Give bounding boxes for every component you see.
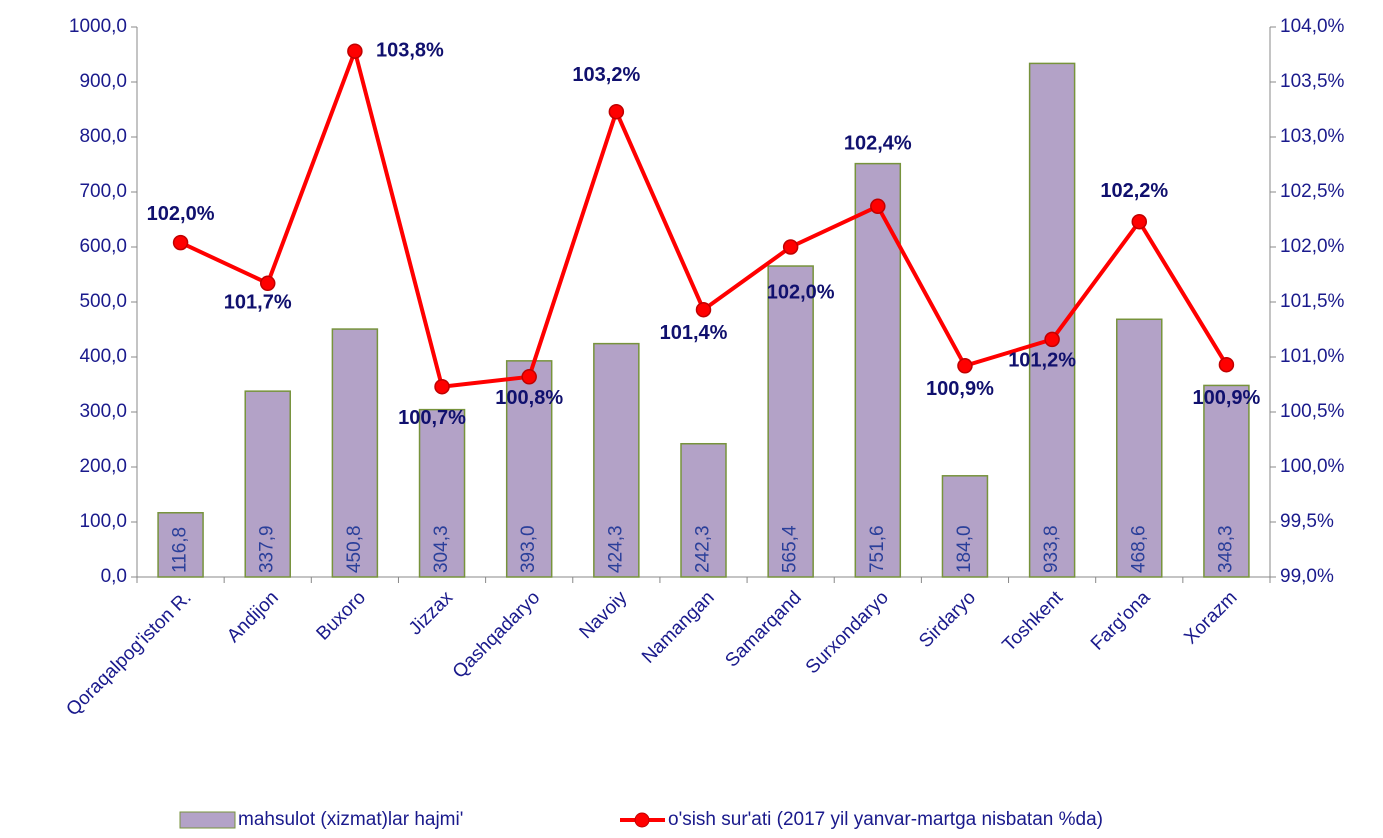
line-marker [259,275,276,292]
line-value-label: 101,7% [224,292,292,314]
y-tick-label: 1000,0 [69,16,127,37]
legend-marker [634,812,650,828]
y-tick-label: 100,0 [79,511,127,532]
y2-tick-label: 99,0% [1280,566,1334,587]
bar-value-label: 565,4 [780,525,801,573]
line-marker [957,358,973,374]
bar-value-label: 304,3 [431,525,452,573]
bar [505,360,553,578]
line-value-label: 100,7% [398,407,466,429]
y2-tick-label: 101,5% [1280,291,1345,312]
line-marker [782,239,799,255]
bar-value-label: 450,8 [344,525,365,573]
y2-tick-label: 102,5% [1280,181,1345,202]
bar-value-label: 751,6 [867,525,888,573]
line-value-label: 101,2% [1008,350,1076,372]
line-marker [521,369,537,385]
bar-value-label: 337,9 [257,525,278,573]
line-value-label: 100,8% [495,387,563,409]
y2-tick-label: 100,5% [1280,401,1345,422]
x-tick-label: Toshkent [999,587,1068,656]
line-value-label: 103,8% [376,39,444,61]
y-tick-label: 900,0 [79,71,127,92]
line-marker [347,43,363,59]
bar [941,475,989,578]
y-tick-label: 300,0 [79,401,127,422]
y-tick-label: 200,0 [79,456,127,477]
x-tick-label: Farg'ona [1087,587,1155,655]
bar [331,328,379,578]
line-value-label: 102,0% [767,281,835,303]
bar-value-label: 116,8 [170,527,191,573]
bar [244,390,291,578]
bar [854,162,902,578]
y2-tick-label: 104,0% [1280,16,1345,37]
line-value-label: 102,2% [1100,180,1168,202]
line-value-label: 102,4% [844,133,912,155]
line-marker [1218,356,1235,373]
y2-tick-label: 99,5% [1280,511,1334,532]
y2-tick-label: 101,0% [1280,346,1345,367]
x-tick-label: Xorazm [1180,587,1241,648]
bar-value-label: 242,3 [693,525,714,573]
y2-tick-label: 103,0% [1280,126,1345,147]
bar-value-label: 348,3 [1215,525,1236,573]
bar [593,342,640,578]
line-marker [172,234,189,251]
line-value-label: 100,9% [926,378,994,400]
bar [157,512,204,578]
bar [1203,384,1250,578]
bar [680,442,727,578]
x-tick-label: Samarqand [721,587,805,671]
bar [767,265,814,578]
x-tick-label: Qashqadaryo [449,587,545,683]
legend-label: mahsulot (xizmat)lar hajmi' [238,809,463,830]
line-marker [1044,331,1060,348]
bar-value-label: 424,3 [605,525,626,573]
x-tick-label: Qoraqalpog'iston R. [62,587,195,720]
x-tick-label: Sirdaryo [915,587,980,652]
y-tick-label: 0,0 [101,566,127,587]
bar-value-label: 933,8 [1041,525,1062,573]
x-tick-label: Andijon [223,587,283,647]
line-marker [695,301,712,318]
line-marker [608,103,625,120]
line-marker [870,198,886,215]
legend-label: o'sish sur'ati (2017 yil yanvar-martga n… [668,809,1103,830]
y2-tick-label: 102,0% [1280,236,1345,257]
x-tick-label: Navoiy [576,587,632,643]
legend-swatch [179,811,236,829]
bar [1116,318,1163,578]
y2-tick-label: 100,0% [1280,456,1345,477]
y-tick-label: 500,0 [79,291,127,312]
line-marker [434,378,450,395]
line-marker [1131,213,1148,230]
y-tick-label: 700,0 [79,181,127,202]
line-value-label: 103,2% [572,64,640,86]
y2-tick-label: 103,5% [1280,71,1345,92]
line-value-label: 102,0% [147,203,215,225]
y-tick-label: 800,0 [79,126,127,147]
line-value-label: 100,9% [1193,387,1261,409]
x-tick-label: Surxondaryo [802,587,893,678]
line-value-label: 101,4% [660,322,728,344]
y-tick-label: 400,0 [79,346,127,367]
bar-value-label: 393,0 [518,525,539,573]
y-tick-label: 600,0 [79,236,127,257]
x-tick-label: Jizzax [405,587,458,640]
bar-value-label: 184,0 [954,525,975,573]
x-tick-label: Buxoro [313,587,370,644]
bar [418,408,466,578]
x-tick-label: Namangan [638,587,719,668]
bar-value-label: 468,6 [1128,525,1149,573]
